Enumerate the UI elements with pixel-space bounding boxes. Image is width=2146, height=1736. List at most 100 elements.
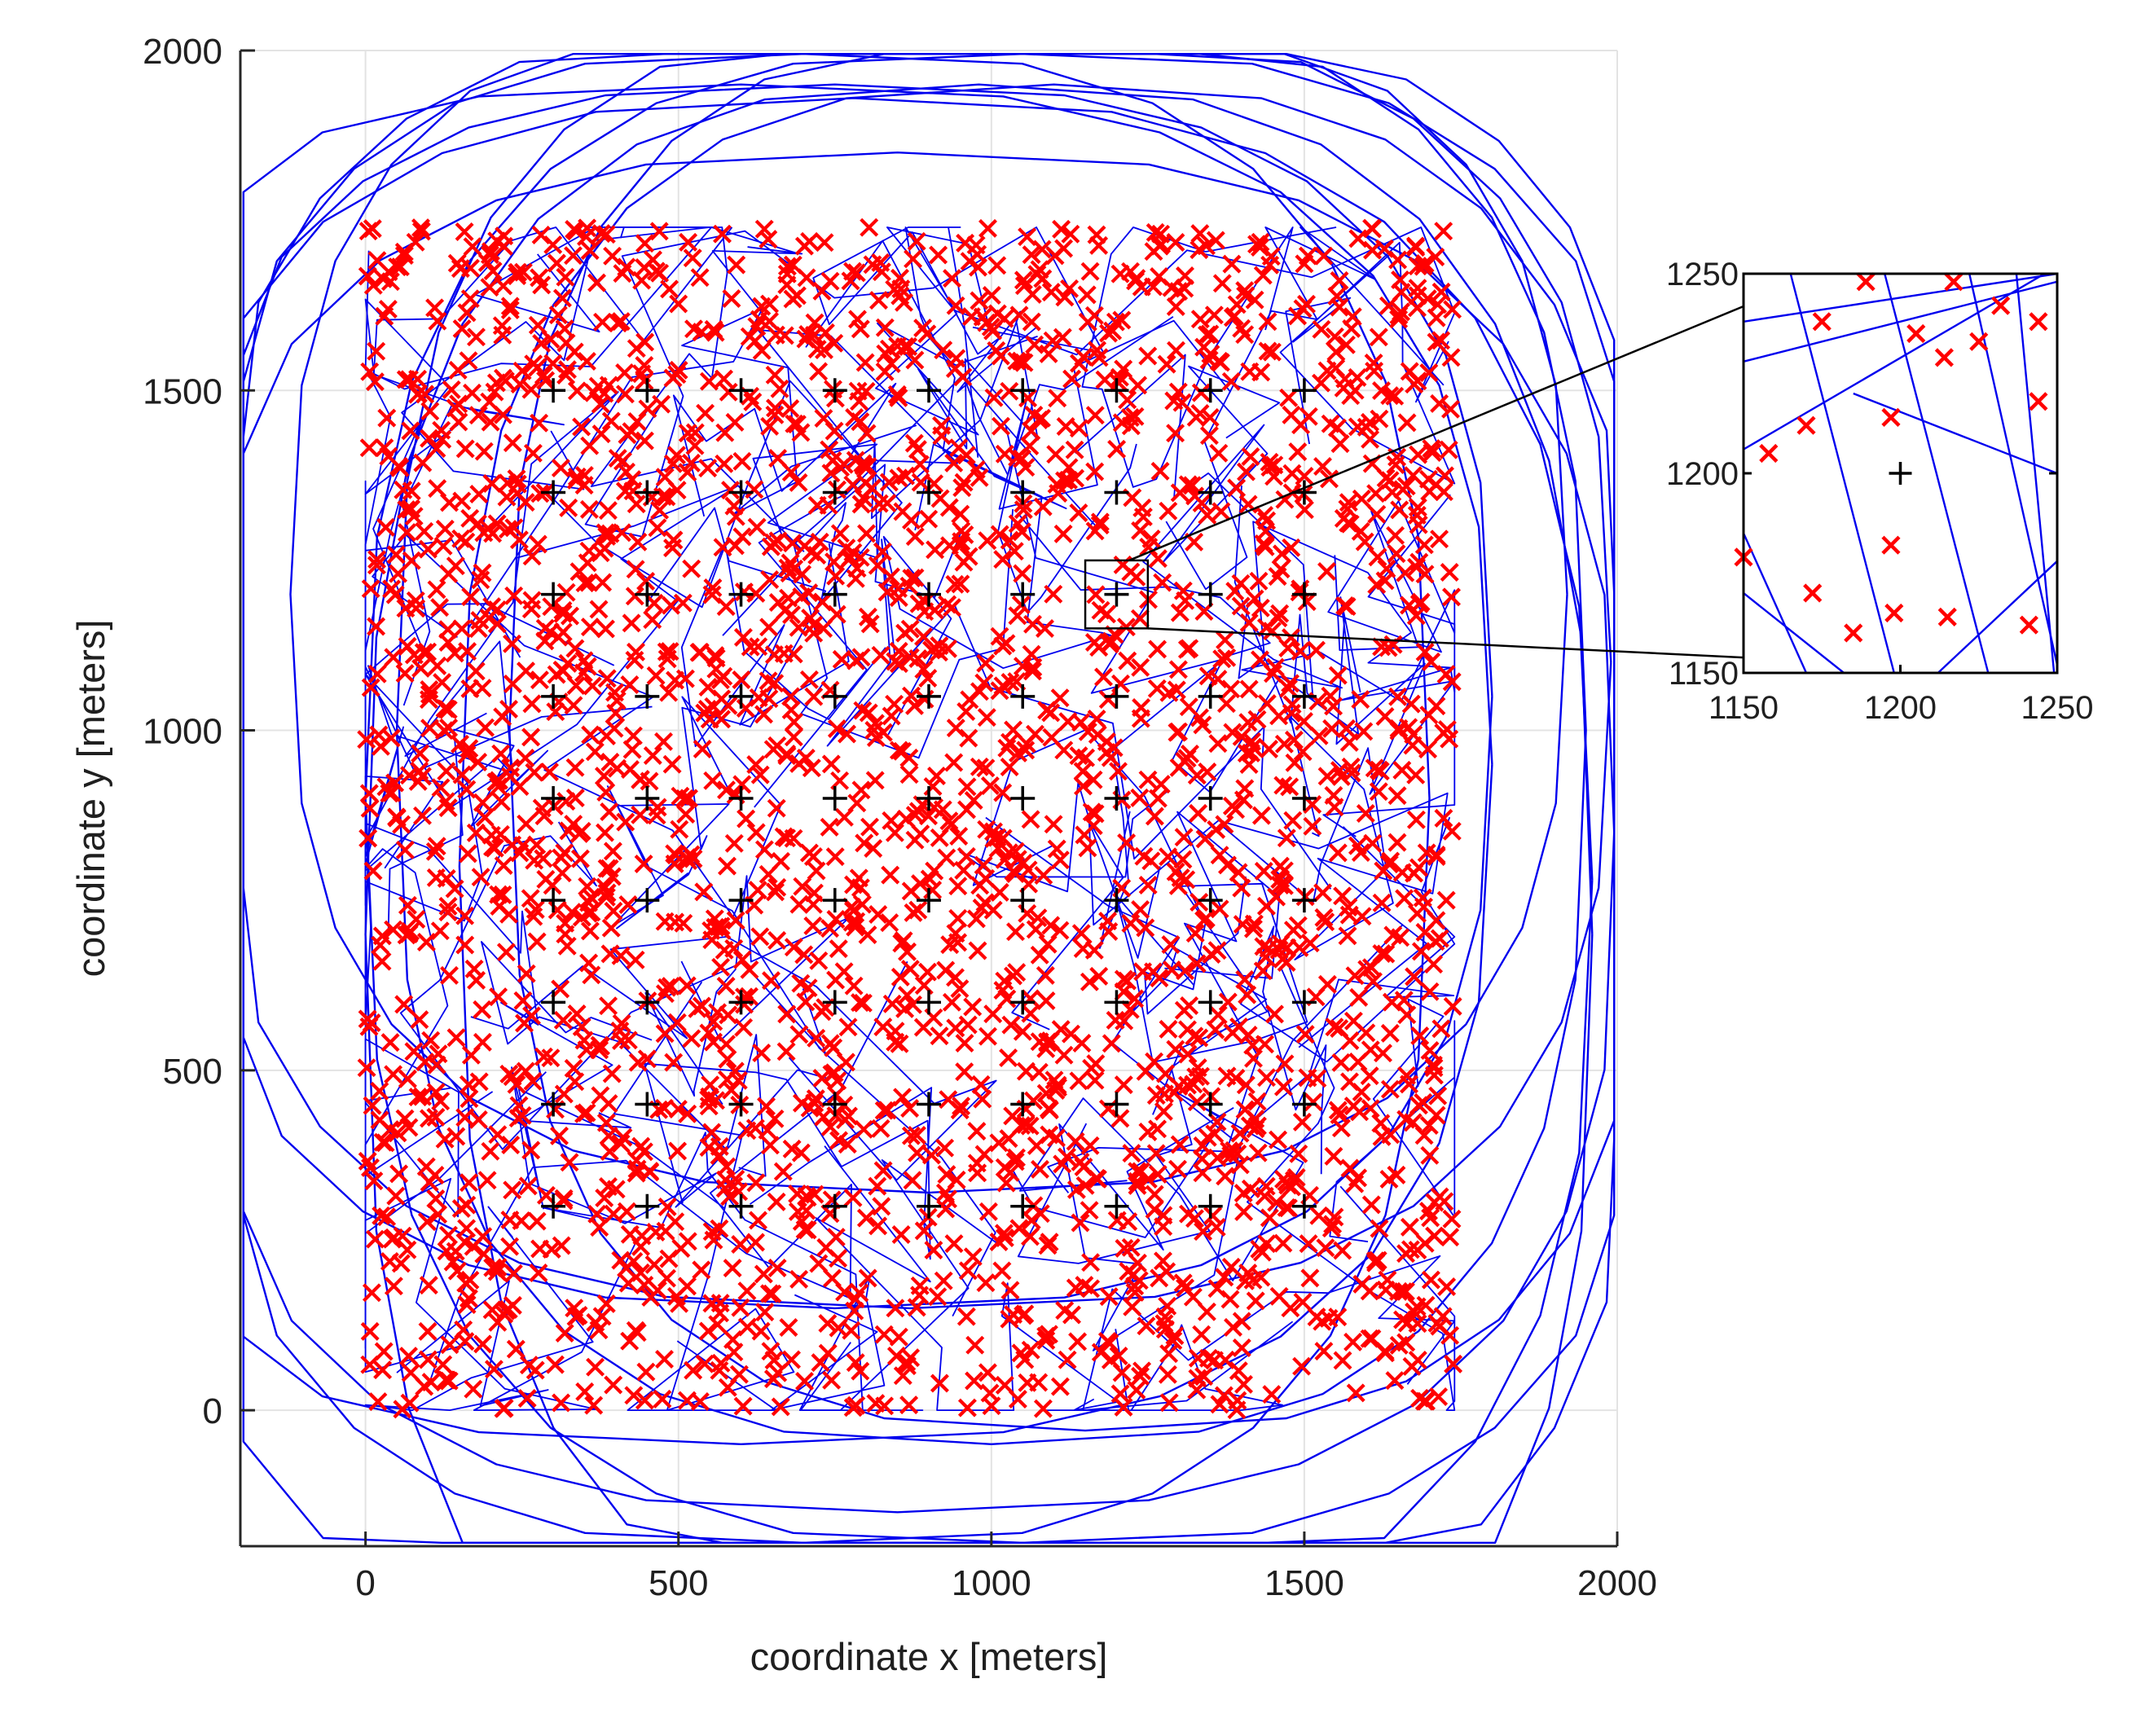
y-axis-label: coordinate y [meters] <box>69 620 112 978</box>
grid-node-marker <box>541 1193 566 1219</box>
grid-node-marker <box>1010 378 1036 403</box>
grid-node-marker <box>728 1193 754 1219</box>
grid-node-marker <box>635 1193 660 1219</box>
grid-node-marker <box>917 990 941 1015</box>
grid-node-marker <box>1291 786 1317 811</box>
path-segment <box>812 226 1000 458</box>
grid-node-marker <box>1104 582 1129 607</box>
path-segment <box>959 781 1168 1031</box>
inset-y-tick-label: 1150 <box>1669 656 1739 692</box>
grid-node-marker <box>1104 1092 1129 1117</box>
sensor-point-markers <box>357 218 1463 1420</box>
grid-node-marker <box>1104 480 1129 505</box>
y-tick-label: 0 <box>203 1391 222 1431</box>
path-segment <box>1017 948 1268 1264</box>
grid-node-marker <box>1010 990 1036 1015</box>
grid-node-marker <box>1198 990 1223 1015</box>
path-segment <box>364 1178 640 1411</box>
grid-node-marker <box>635 480 660 505</box>
grid-node-marker <box>1291 378 1317 403</box>
inset-path-segment <box>1744 533 1808 673</box>
grid-node-marker <box>1104 378 1129 403</box>
grid-node-marker <box>822 1193 847 1219</box>
path-segment <box>882 443 1112 736</box>
grid-node-marker <box>917 480 941 505</box>
path-segment <box>364 480 653 773</box>
grid-node-marker <box>1291 480 1317 505</box>
inset-point-marker <box>1906 323 1926 344</box>
y-tick-label: 1000 <box>143 712 222 752</box>
grid-node-marker <box>822 582 847 607</box>
inset-point-marker <box>1881 535 1901 555</box>
grid-node-marker <box>728 582 754 607</box>
x-tick-label: 2000 <box>1577 1563 1657 1603</box>
path-segment <box>1088 792 1449 1048</box>
grid-node-marker <box>728 1092 754 1117</box>
grid-node-marker <box>541 480 566 505</box>
path-segment <box>1327 494 1456 653</box>
grid-node-marker <box>728 786 754 811</box>
inset-x-tick-labels: 1150 1200 1250 <box>1708 690 2094 726</box>
inset-point-marker <box>1803 583 1823 603</box>
grid-node-marker <box>1291 1193 1317 1219</box>
grid-node-marker <box>1291 683 1317 709</box>
inset-x-tick-label: 1200 <box>1864 690 1937 726</box>
inset-point-marker <box>1969 332 1989 351</box>
x-tick-label: 500 <box>649 1563 708 1603</box>
grid-node-marker <box>1104 683 1129 709</box>
inset-point-marker <box>1884 603 1904 623</box>
path-segment <box>364 226 733 495</box>
grid-node-marker <box>1010 1092 1036 1117</box>
sensor-points <box>357 218 1463 1420</box>
path-segment <box>644 1062 933 1260</box>
grid-node-marker <box>1104 1193 1129 1219</box>
grid-node-marker <box>728 888 754 913</box>
path-segment <box>364 226 803 390</box>
grid-node-marker <box>917 1092 941 1117</box>
grid-node-marker <box>1010 480 1036 505</box>
grid-node-marker <box>1198 1193 1223 1219</box>
grid-node-marker <box>635 786 660 811</box>
inset-point-marker <box>1812 312 1832 332</box>
grid-node-marker <box>1291 888 1317 913</box>
grid-node-marker <box>1198 582 1223 607</box>
grid-node-marker <box>822 683 847 709</box>
inset-point-marker <box>1796 415 1816 435</box>
inset-node-marker <box>1889 462 1912 485</box>
grid-node-marker <box>1198 378 1223 403</box>
inset-path-segment <box>1744 274 2046 450</box>
grid-node-marker <box>1010 888 1036 913</box>
x-tick-label: 1500 <box>1264 1563 1344 1603</box>
grid-node-marker <box>635 378 660 403</box>
inset-y-tick-label: 1200 <box>1666 456 1739 492</box>
path-segment <box>364 416 483 922</box>
grid-node-marker <box>728 378 754 403</box>
x-tick-label: 0 <box>355 1563 375 1603</box>
grid-node-marker <box>1198 888 1223 913</box>
path-segment <box>1329 998 1456 1243</box>
grid-node-marker <box>1198 683 1223 709</box>
grid-node-marker <box>635 1092 660 1117</box>
grid-node-marker <box>635 683 660 709</box>
inset-point-marker <box>1991 296 2011 315</box>
grid-node-marker <box>728 480 754 505</box>
main-x-tick-labels: 0 500 1000 1500 2000 <box>355 1563 1657 1603</box>
inset-plot: 1150 1200 1250 1150 1200 1250 <box>1666 257 2093 726</box>
y-tick-label: 1500 <box>143 371 222 411</box>
x-axis-label: coordinate x [meters] <box>750 1635 1108 1678</box>
inset-path-segment <box>1937 560 2057 673</box>
path-segment <box>1247 966 1456 1411</box>
grid-node-marker <box>822 888 847 913</box>
grid-node-marker <box>541 378 566 403</box>
inset-point-marker <box>1934 348 1954 367</box>
grid-node-marker <box>917 786 941 811</box>
inset-point-marker <box>2029 312 2048 332</box>
inset-x-tick-label: 1250 <box>2021 690 2094 726</box>
path-segment <box>364 822 632 1129</box>
grid-nodes <box>541 378 1317 1219</box>
inset-y-tick-labels: 1150 1200 1250 <box>1666 257 1739 692</box>
zoom-box <box>1084 559 1150 630</box>
inset-path-segment <box>1789 274 1895 673</box>
inset-point-marker <box>2019 615 2038 635</box>
